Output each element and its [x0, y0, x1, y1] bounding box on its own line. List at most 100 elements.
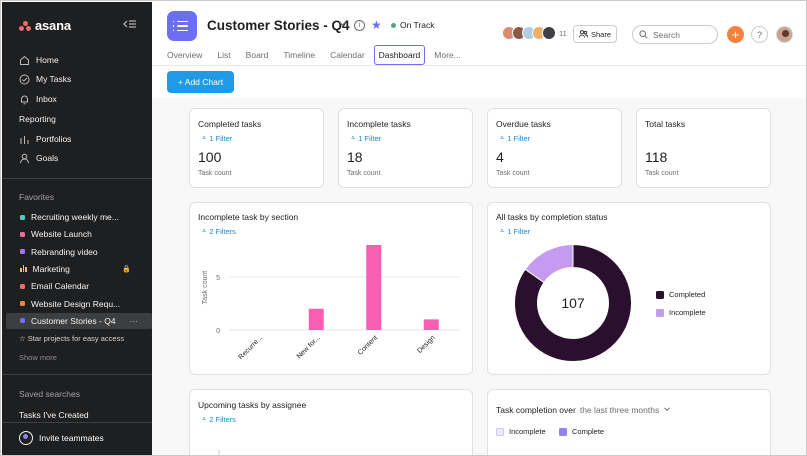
- stat-card-overdue[interactable]: Overdue tasks ⩡ 1 Filter 4 Task count: [487, 108, 622, 188]
- filter-link[interactable]: ⩡ 1 Filter: [351, 133, 381, 143]
- bar-chart-icon: [19, 134, 30, 145]
- tab-timeline[interactable]: Timeline: [283, 50, 316, 60]
- sidebar-item-goals[interactable]: Goals: [19, 151, 58, 165]
- sidebar-item-portfolios[interactable]: Portfolios: [19, 132, 71, 146]
- project-title[interactable]: Customer Stories - Q4: [207, 18, 350, 33]
- search-input[interactable]: Search: [632, 25, 718, 44]
- project-status[interactable]: On Track: [391, 20, 434, 30]
- status-donut-chart: 107: [514, 243, 632, 362]
- sidebar-item-home[interactable]: Home: [19, 53, 59, 67]
- sidebar-favorite-item[interactable]: Website Launch: [19, 226, 147, 242]
- collapse-sidebar-icon[interactable]: [123, 19, 137, 32]
- invite-label: Invite teammates: [39, 433, 104, 443]
- sidebar-favorite-item[interactable]: Rebranding video: [19, 244, 147, 260]
- info-icon[interactable]: i: [354, 20, 365, 31]
- chevron-down-icon[interactable]: [663, 405, 671, 415]
- stat-value: 4: [496, 149, 504, 165]
- sidebar-item-label: Inbox: [36, 94, 57, 104]
- stat-title: Completed tasks: [198, 119, 262, 129]
- asana-logo[interactable]: asana: [19, 18, 71, 33]
- filter-link[interactable]: ⩡ 1 Filter: [202, 133, 232, 143]
- donut-slice-completed: [514, 243, 632, 362]
- help-button[interactable]: ?: [751, 26, 768, 43]
- stat-title: Total tasks: [645, 119, 686, 129]
- share-button[interactable]: Share: [573, 25, 618, 43]
- saved-search-item[interactable]: Tasks I've Created: [19, 408, 89, 422]
- filter-icon: ⩡: [202, 414, 207, 423]
- chart-title: Upcoming tasks by assignee: [198, 400, 307, 410]
- asana-logo-text: asana: [35, 18, 71, 33]
- time-range-dropdown[interactable]: the last three months: [579, 405, 660, 415]
- completion-chart-card[interactable]: Task completion over the last three mont…: [487, 389, 771, 455]
- legend-item-complete: Complete: [559, 427, 604, 436]
- more-options-icon[interactable]: ···: [129, 315, 139, 326]
- sidebar-divider: [2, 178, 152, 179]
- bar-chart-icon: [20, 265, 27, 273]
- chevron-down-icon[interactable]: [338, 19, 347, 30]
- stat-caption: Task count: [198, 170, 232, 177]
- stat-card-incomplete[interactable]: Incomplete tasks ⩡ 1 Filter 18 Task count: [338, 108, 473, 188]
- legend-swatch: [656, 290, 664, 299]
- user-avatar[interactable]: [776, 26, 793, 43]
- reporting-heading[interactable]: Reporting: [19, 114, 56, 124]
- sidebar-favorite-item[interactable]: Email Calendar: [19, 278, 147, 294]
- filter-link[interactable]: ⩡ 1 Filter: [500, 226, 530, 236]
- invite-teammates-button[interactable]: Invite teammates: [19, 431, 104, 445]
- project-color-dot: [20, 318, 25, 324]
- status-chart-card[interactable]: All tasks by completion status ⩡ 1 Filter…: [487, 202, 771, 375]
- add-chart-button[interactable]: + Add Chart: [167, 71, 234, 93]
- tab-list[interactable]: List: [217, 50, 231, 60]
- person-goal-icon: [19, 153, 30, 164]
- stat-card-total[interactable]: Total tasks 118 Task count: [636, 108, 771, 188]
- assignee-chart-card[interactable]: Upcoming tasks by assignee ⩡ 2 Filters: [189, 389, 473, 455]
- filter-icon: ⩡: [500, 226, 505, 235]
- filter-label: 2 Filters: [209, 414, 236, 424]
- tab-board[interactable]: Board: [245, 50, 269, 60]
- filter-link[interactable]: ⩡ 1 Filter: [500, 133, 530, 143]
- member-count: 11: [559, 28, 567, 38]
- sidebar-item-inbox[interactable]: Inbox: [19, 92, 57, 106]
- star-icon[interactable]: ★: [371, 18, 382, 32]
- sidebar-favorite-item[interactable]: Customer Stories - Q4 ···: [6, 312, 152, 329]
- stat-value: 118: [645, 149, 668, 165]
- sidebar-item-my-tasks[interactable]: My Tasks: [19, 72, 71, 86]
- x-tick-label: Recurre...: [237, 334, 264, 361]
- tab-dashboard[interactable]: Dashboard: [373, 45, 426, 65]
- sidebar-favorite-item[interactable]: Marketing 🔒: [19, 261, 147, 277]
- project-members[interactable]: 11: [502, 26, 567, 40]
- bell-icon: [19, 94, 30, 105]
- chart-title-row: Task completion over the last three mont…: [496, 405, 671, 415]
- sidebar-favorite-item[interactable]: Recruiting weekly me...: [19, 209, 147, 225]
- y-tick-label: 0: [216, 328, 220, 335]
- stat-card-completed[interactable]: Completed tasks ⩡ 1 Filter 100 Task count: [189, 108, 324, 188]
- filter-link[interactable]: ⩡ 2 Filters: [202, 226, 236, 236]
- favorite-label: Rebranding video: [31, 246, 98, 257]
- assignee-chart-axis: [218, 450, 220, 455]
- project-list-icon[interactable]: [167, 11, 197, 41]
- saved-searches-heading[interactable]: Saved searches: [19, 389, 80, 399]
- stat-caption: Task count: [347, 170, 381, 177]
- stat-value: 100: [198, 149, 222, 165]
- sidebar-favorite-item[interactable]: Website Design Requ...: [19, 296, 147, 312]
- project-color-dot: [20, 283, 25, 289]
- invite-icon: [19, 431, 33, 445]
- project-color-dot: [20, 231, 25, 237]
- filter-icon: ⩡: [202, 133, 207, 142]
- favorite-label: Customer Stories - Q4: [31, 315, 116, 326]
- favorites-heading[interactable]: Favorites: [19, 192, 54, 202]
- tab-overview[interactable]: Overview: [167, 50, 203, 60]
- legend-item-completed: Completed: [656, 290, 705, 299]
- show-more-link[interactable]: Show more: [19, 353, 57, 362]
- x-tick-label: Design: [416, 334, 436, 354]
- legend-swatch: [496, 427, 504, 436]
- quick-add-button[interactable]: +: [727, 26, 744, 43]
- tab-more[interactable]: More...: [434, 50, 461, 60]
- section-chart-card[interactable]: Incomplete task by section ⩡ 2 Filters 0 5…: [189, 202, 473, 375]
- status-label: On Track: [400, 20, 435, 30]
- favorite-label: Marketing: [32, 263, 70, 274]
- filter-link[interactable]: ⩡ 2 Filters: [202, 414, 236, 424]
- y-tick-label: 5: [216, 275, 220, 282]
- project-color-dot: [20, 214, 25, 220]
- stat-title: Incomplete tasks: [347, 119, 411, 129]
- tab-calendar[interactable]: Calendar: [330, 50, 365, 60]
